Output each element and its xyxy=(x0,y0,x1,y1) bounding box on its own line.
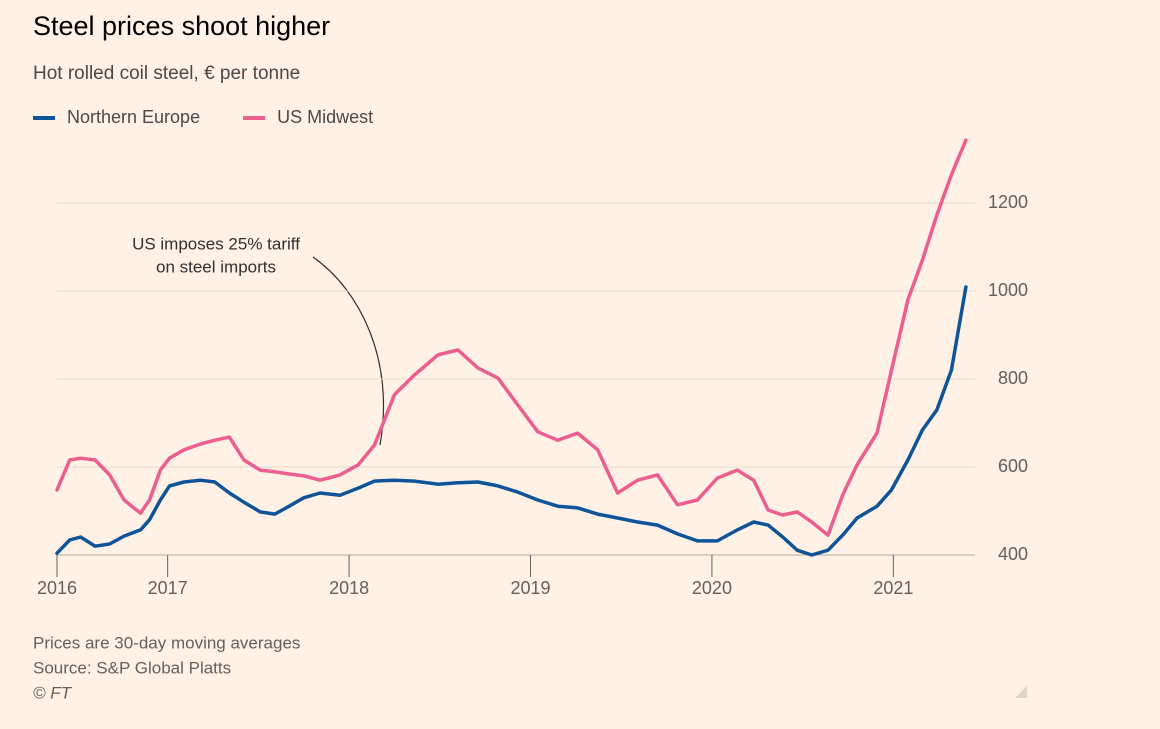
y-tick-label: 600 xyxy=(998,456,1028,476)
x-tick-label: 2018 xyxy=(329,578,369,598)
series-line xyxy=(55,138,968,537)
y-tick-label: 400 xyxy=(998,544,1028,564)
copyright: © FT xyxy=(33,683,73,702)
note: Prices are 30-day moving averages xyxy=(33,633,300,652)
y-tick-label: 1200 xyxy=(988,192,1028,212)
resize-icon xyxy=(1015,686,1027,698)
x-tick-label: 2016 xyxy=(37,578,77,598)
annotation: on steel imports xyxy=(156,257,276,276)
annotation: US imposes 25% tariff xyxy=(132,234,300,253)
x-tick-label: 2020 xyxy=(692,578,732,598)
x-tick-label: 2017 xyxy=(148,578,188,598)
y-tick-label: 1000 xyxy=(988,280,1028,300)
x-tick-label: 2021 xyxy=(873,578,913,598)
x-tick-label: 2019 xyxy=(510,578,550,598)
chart-title: Steel prices shoot higher xyxy=(33,11,330,41)
chart-subtitle: Hot rolled coil steel, € per tonne xyxy=(33,63,300,84)
series-line xyxy=(55,285,968,557)
legend-label: Northern Europe xyxy=(67,107,200,127)
legend-label: US Midwest xyxy=(277,107,373,127)
source: Source: S&P Global Platts xyxy=(33,658,231,677)
annotation-connector xyxy=(312,256,385,446)
y-tick-label: 800 xyxy=(998,368,1028,388)
